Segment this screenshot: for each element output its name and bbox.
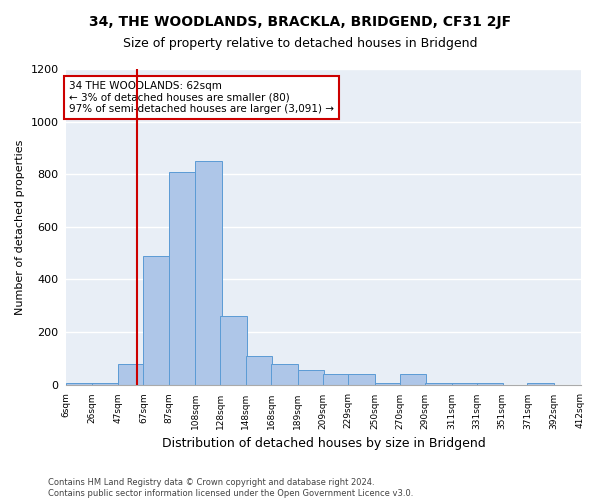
Bar — [323, 374, 349, 384]
Y-axis label: Number of detached properties: Number of detached properties — [15, 139, 25, 314]
Bar — [118, 364, 145, 384]
Bar — [246, 356, 272, 384]
Text: Contains HM Land Registry data © Crown copyright and database right 2024.
Contai: Contains HM Land Registry data © Crown c… — [48, 478, 413, 498]
X-axis label: Distribution of detached houses by size in Bridgend: Distribution of detached houses by size … — [161, 437, 485, 450]
Text: 34, THE WOODLANDS, BRACKLA, BRIDGEND, CF31 2JF: 34, THE WOODLANDS, BRACKLA, BRIDGEND, CF… — [89, 15, 511, 29]
Text: 34 THE WOODLANDS: 62sqm
← 3% of detached houses are smaller (80)
97% of semi-det: 34 THE WOODLANDS: 62sqm ← 3% of detached… — [69, 81, 334, 114]
Bar — [169, 172, 195, 384]
Bar — [143, 256, 170, 384]
Bar — [220, 316, 247, 384]
Bar — [400, 374, 427, 384]
Bar — [348, 374, 374, 384]
Bar — [298, 370, 324, 384]
Bar — [271, 364, 298, 384]
Text: Size of property relative to detached houses in Bridgend: Size of property relative to detached ho… — [123, 38, 477, 51]
Bar — [195, 161, 222, 384]
